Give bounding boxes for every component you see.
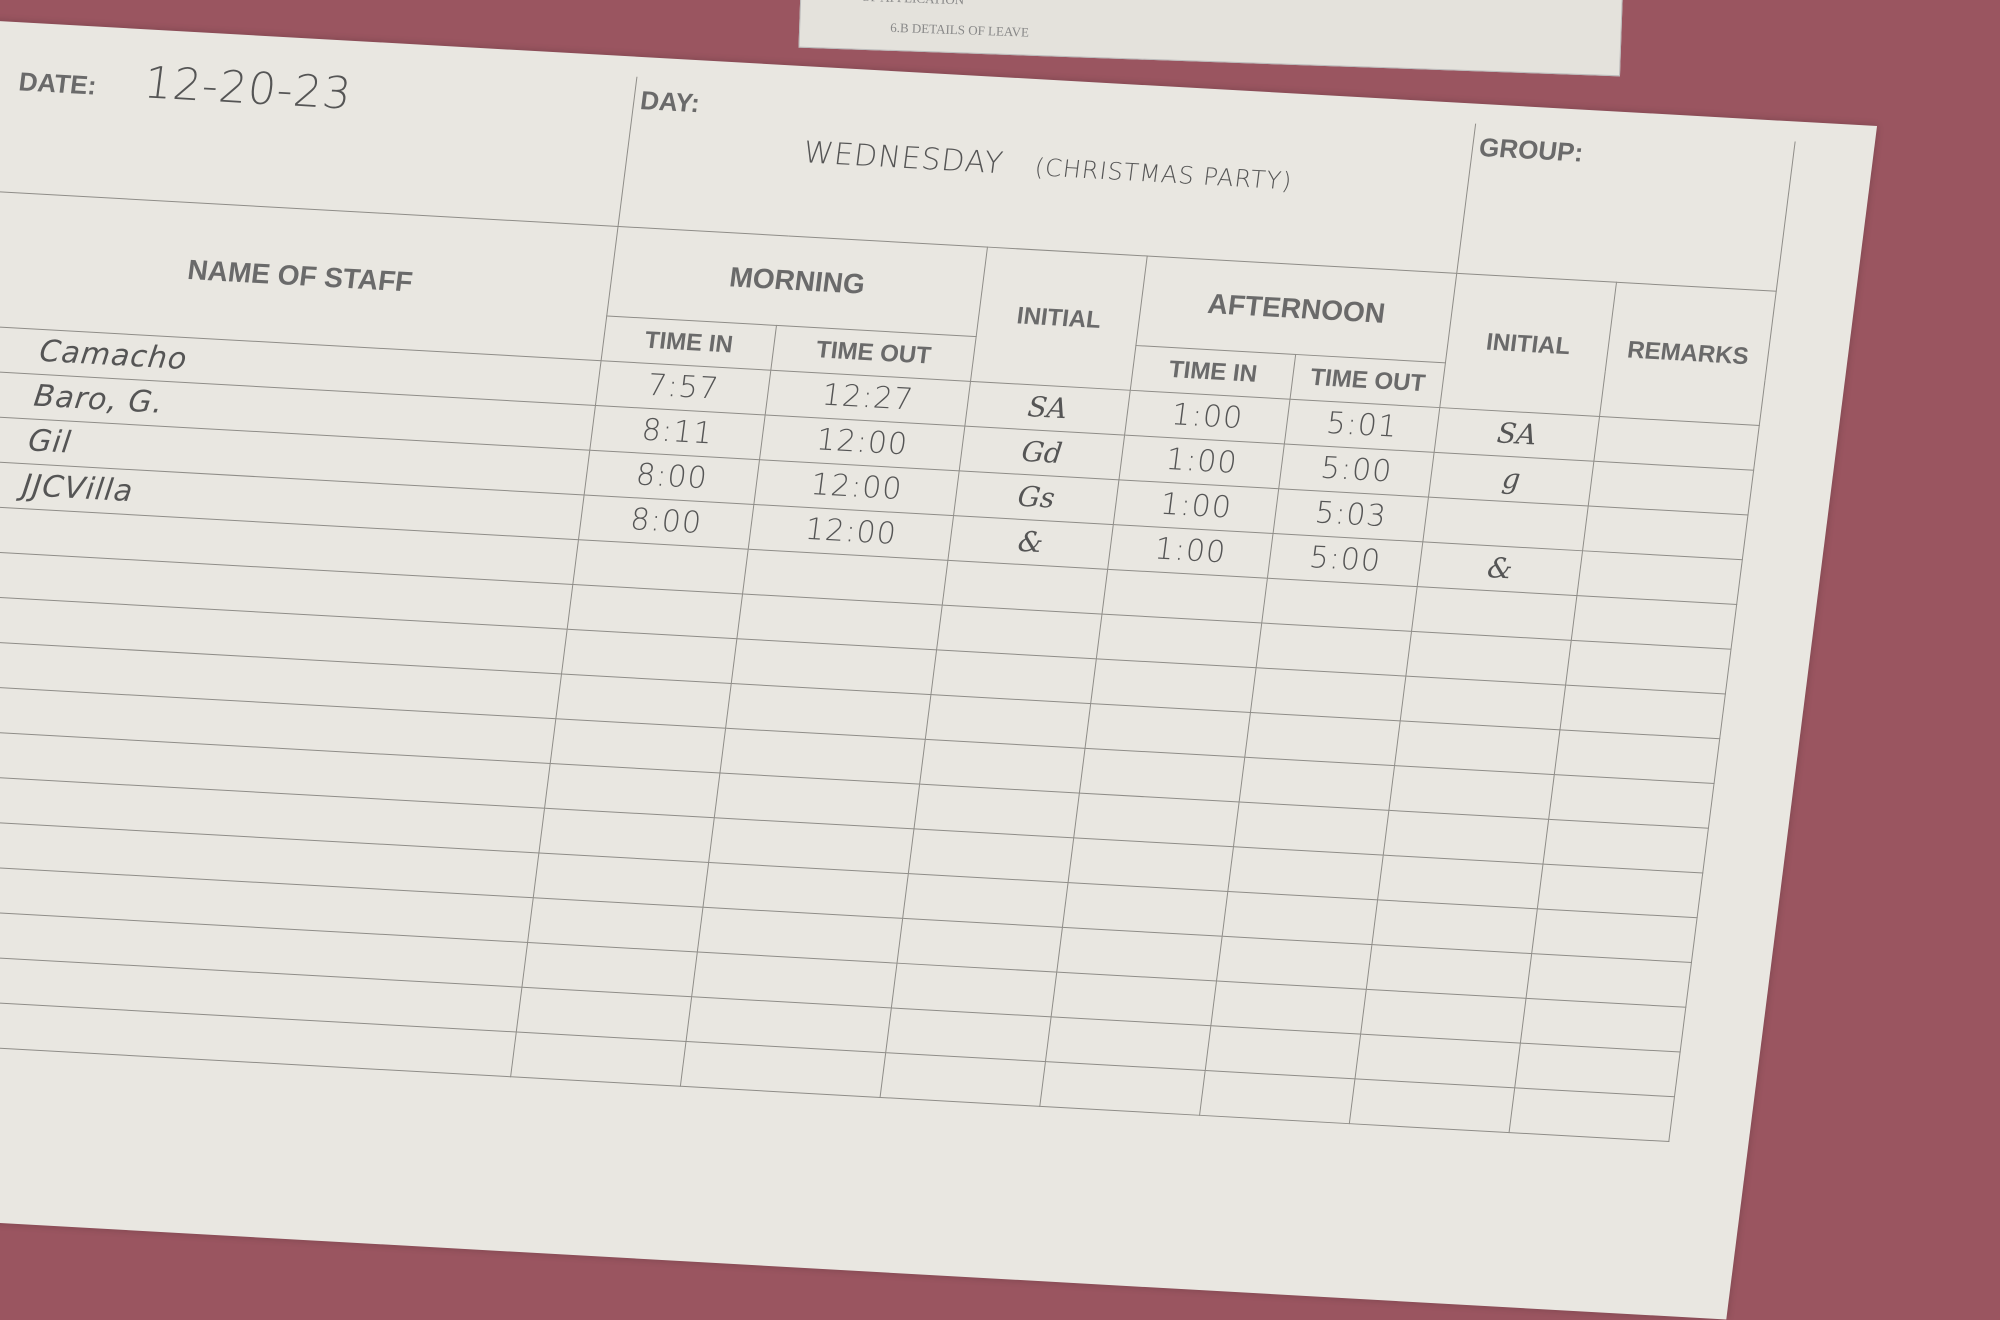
date-value[interactable]: 12-20-23 — [141, 57, 355, 120]
attendance-sheet: DATE: 12-20-23 DAY: WEDNESDAY (CHRISTMAS… — [0, 20, 1878, 1320]
day-note[interactable]: (CHRISTMAS PARTY) — [1033, 153, 1294, 196]
col-initial-morning: INITIAL — [970, 246, 1148, 390]
am-initial-cell[interactable] — [880, 1052, 1046, 1106]
pm-time-in-cell[interactable] — [1039, 1061, 1206, 1115]
group-cell: GROUP: — [1456, 123, 1796, 291]
attendance-table: DATE: 12-20-23 DAY: WEDNESDAY (CHRISTMAS… — [0, 42, 1796, 1142]
col-initial-afternoon: INITIAL — [1439, 272, 1617, 417]
underlying-form-line2: 6.B DETAILS OF LEAVE — [889, 19, 1030, 40]
day-value[interactable]: WEDNESDAY — [801, 135, 1006, 182]
pm-initial-cell[interactable] — [1349, 1078, 1515, 1133]
underlying-form-line1: OF APPLICATION — [861, 0, 964, 8]
col-remarks: REMARKS — [1599, 281, 1777, 425]
group-label: GROUP: — [1477, 131, 1586, 168]
date-label: DATE: — [17, 66, 99, 101]
pm-time-out-cell[interactable] — [1199, 1070, 1356, 1124]
am-time-in-cell[interactable] — [510, 1031, 687, 1086]
remarks-cell[interactable] — [1509, 1087, 1675, 1142]
underlying-leave-form: OF APPLICATION 6.B DETAILS OF LEAVE — [798, 0, 1624, 77]
col-afternoon: AFTERNOON — [1135, 255, 1457, 363]
